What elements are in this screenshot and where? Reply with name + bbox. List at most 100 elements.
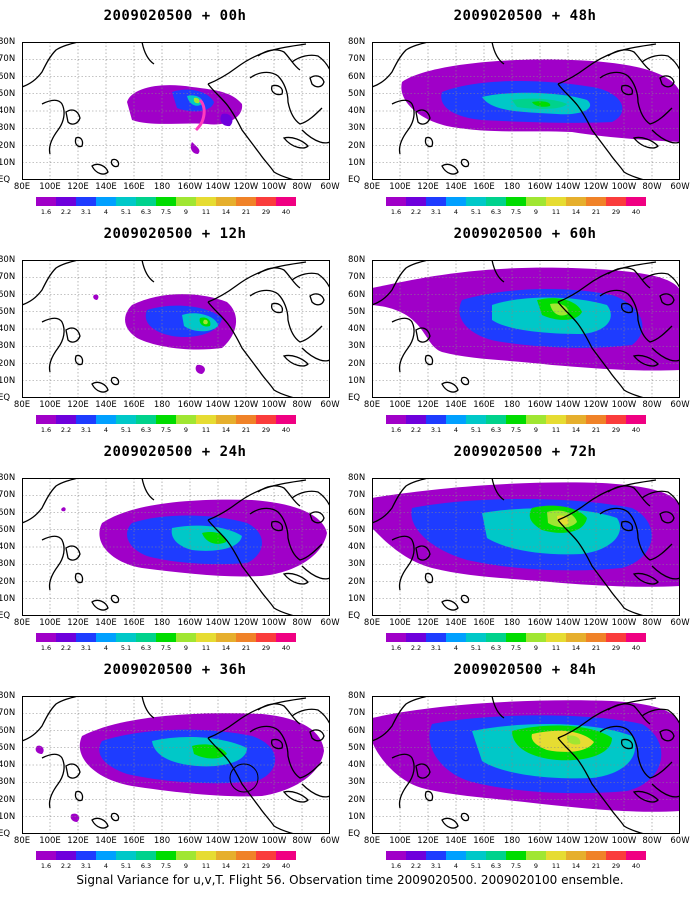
lat-tick-label: 40N [348, 760, 366, 770]
colorbar-swatch [96, 851, 116, 860]
lon-tick-label: 180 [503, 400, 521, 410]
colorbar-label: 29 [611, 208, 621, 216]
colorbar-swatch [406, 197, 426, 206]
lat-tick-label: 10N [0, 811, 16, 822]
colorbar [36, 197, 296, 206]
lon-tick-label: 160E [123, 400, 145, 410]
colorbar [386, 633, 646, 642]
coastline [415, 327, 431, 343]
coastline [65, 327, 81, 343]
lon-tick-label: 100W [611, 836, 637, 846]
coastline [620, 738, 634, 750]
coastline [309, 729, 325, 742]
colorbar [36, 851, 296, 860]
colorbar-label: 11 [551, 426, 561, 434]
lon-tick-label: 80W [642, 182, 662, 192]
map-svg [372, 696, 680, 834]
coastline [599, 71, 673, 125]
colorbar-label: 4 [103, 862, 109, 870]
lat-tick-label: 20N [0, 358, 16, 369]
colorbar-label: 40 [281, 862, 291, 870]
colorbar-swatch [256, 415, 276, 424]
colorbar-swatch [56, 851, 76, 860]
colorbar-label: 7.5 [160, 426, 172, 434]
colorbar-swatch [196, 851, 216, 860]
coastline [309, 75, 325, 88]
lon-tick-label: 120W [233, 836, 259, 846]
coastline [491, 696, 505, 719]
coastline [441, 163, 459, 175]
coastline [620, 520, 634, 532]
colorbar-label: 5.1 [120, 426, 132, 434]
colorbar-label: 11 [201, 862, 211, 870]
highlight-circle [229, 763, 259, 793]
colorbar-label: 14 [571, 862, 581, 870]
lat-tick-label: 80N [348, 473, 366, 483]
colorbar-label: 29 [261, 208, 271, 216]
colorbar-label: 2.2 [60, 862, 72, 870]
panel-title: 2009020500 + 84h [453, 662, 597, 678]
lat-tick-label: 70N [348, 708, 366, 719]
colorbar-label: 11 [551, 644, 561, 652]
lon-tick-label: 140E [445, 836, 467, 846]
colorbar-swatch [426, 415, 446, 424]
lat-tick-label: 10N [0, 375, 16, 386]
lon-tick-label: 180 [153, 400, 171, 410]
colorbar-label: 9 [533, 426, 539, 434]
lon-tick-label: 160W [527, 618, 553, 628]
lon-tick-label: 140W [555, 182, 581, 192]
lon-tick-label: 140W [205, 618, 231, 628]
lat-tick-label: 10N [348, 593, 366, 604]
coastline [309, 511, 325, 524]
lon-tick-label: 180 [153, 182, 171, 192]
colorbar-swatch [116, 415, 136, 424]
figure-caption: Signal Variance for u,v,T. Flight 56. Ob… [76, 873, 624, 887]
coastline [460, 594, 470, 604]
colorbar-swatch [446, 197, 466, 206]
coastline [372, 478, 429, 524]
coastline [41, 535, 65, 591]
lon-tick-label: 140E [445, 182, 467, 192]
colorbar-swatch [446, 851, 466, 860]
colorbar-swatch [606, 851, 626, 860]
lon-tick-label: 140W [555, 400, 581, 410]
colorbar-label: 40 [631, 644, 641, 652]
colorbar-swatch [56, 633, 76, 642]
panel-title: 2009020500 + 72h [453, 444, 597, 460]
colorbar-label: 3.1 [430, 426, 442, 434]
contour-region [550, 303, 569, 316]
lat-tick-label: 10N [348, 375, 366, 386]
colorbar-label: 14 [221, 426, 231, 434]
colorbar-swatch [626, 633, 646, 642]
map-plot [22, 478, 330, 616]
colorbar-swatch [386, 415, 406, 424]
lat-tick-label: 80N [348, 691, 366, 701]
colorbar-swatch [486, 415, 506, 424]
map-frame [22, 478, 330, 616]
colorbar-swatch [506, 633, 526, 642]
colorbar-swatch [76, 197, 96, 206]
colorbar-swatch [96, 415, 116, 424]
lon-tick-label: 80E [13, 400, 31, 410]
map-svg [372, 260, 680, 398]
colorbar-swatch [176, 197, 196, 206]
lon-tick-label: 80W [642, 400, 662, 410]
lat-tick-label: 50N [348, 742, 366, 753]
coastline [301, 129, 330, 144]
panel-title: 2009020500 + 00h [103, 8, 247, 24]
coastline [41, 753, 65, 809]
colorbar-label: 2.2 [60, 644, 72, 652]
colorbar-label: 2.2 [410, 426, 422, 434]
colorbar-label: 1.6 [390, 208, 402, 216]
colorbar-swatch [56, 415, 76, 424]
lon-tick-label: 160W [527, 400, 553, 410]
panel-title: 2009020500 + 60h [453, 226, 597, 242]
colorbar-label: 1.6 [40, 862, 52, 870]
coastline [651, 783, 680, 798]
lon-tick-label: 160E [473, 836, 495, 846]
colorbar-label: 4 [453, 862, 459, 870]
coastline [460, 812, 470, 822]
lat-tick-label: 40N [0, 760, 16, 770]
map-svg [22, 42, 330, 180]
lon-tick-label: 120W [233, 400, 259, 410]
